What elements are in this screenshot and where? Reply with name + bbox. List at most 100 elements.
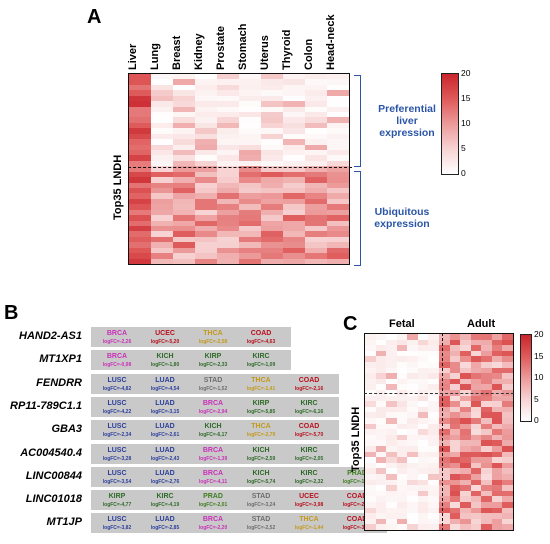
heatmap-cell <box>417 373 429 379</box>
heatmap-cell <box>417 518 429 525</box>
heatmap-cell <box>502 345 513 351</box>
heatmap-cell <box>470 524 482 530</box>
colorbar-tick: 5 <box>461 143 466 153</box>
heatmap-cell <box>129 253 151 259</box>
heatmap-cell <box>305 74 327 80</box>
cancer-type: COAD <box>346 493 368 501</box>
heatmap-cell <box>386 501 397 508</box>
heatmap-cell <box>417 334 429 340</box>
heatmap-cell <box>460 507 471 514</box>
heatmap-cell <box>438 412 450 418</box>
cancer-cell: KIRC logFC=-6,16 <box>285 399 333 417</box>
heatmap-cell <box>327 117 349 123</box>
heatmap-cell <box>173 95 195 102</box>
cancer-cell: KICH logFC=-6,17 <box>189 422 237 440</box>
logfc-value: logFC=-1,44 <box>294 525 324 532</box>
heatmap-cell <box>428 350 439 357</box>
heatmap-cell <box>365 417 376 424</box>
heatmap-cell <box>396 451 408 458</box>
heatmap-cell <box>470 490 482 497</box>
heatmap-cell <box>438 440 450 446</box>
heatmap-cell <box>305 258 327 264</box>
heatmap-cell <box>151 231 173 237</box>
heatmap-cell <box>481 513 492 519</box>
panel-a-column-label: Thyroid <box>281 29 293 70</box>
heatmap-cell <box>173 247 195 254</box>
heatmap-cell <box>449 473 461 480</box>
heatmap-cell <box>173 111 195 118</box>
heatmap-cell <box>386 378 397 385</box>
heatmap-cell <box>502 479 513 486</box>
heatmap-cell <box>217 171 239 178</box>
heatmap-cell <box>305 111 327 118</box>
heatmap-cell <box>460 350 471 357</box>
heatmap-cell <box>502 434 513 441</box>
cancer-type: LUAD <box>155 446 175 454</box>
heatmap-cell <box>396 462 408 469</box>
heatmap-cell <box>396 440 408 446</box>
heatmap-cell <box>481 378 492 385</box>
heatmap-cell <box>173 122 195 129</box>
cancer-type: STAD <box>251 493 271 501</box>
cancer-type: KIRC <box>300 399 318 407</box>
heatmap-cell <box>305 117 327 123</box>
heatmap-cell <box>305 187 327 194</box>
heatmap-cell <box>151 101 173 107</box>
heatmap-cell <box>470 334 482 340</box>
cancer-cell: STAD logFC=-2,52 <box>237 515 285 533</box>
heatmap-cell <box>327 258 349 264</box>
heatmap-cell <box>327 193 349 199</box>
heatmap-cell <box>239 177 261 183</box>
heatmap-cell <box>470 423 482 430</box>
heatmap-cell <box>407 501 418 508</box>
heatmap-cell <box>470 395 482 402</box>
heatmap-cell <box>151 128 173 134</box>
heatmap-cell <box>460 389 471 396</box>
heatmap-cell <box>239 187 261 194</box>
heatmap-cell <box>151 133 173 140</box>
heatmap-cell <box>261 177 283 183</box>
heatmap-cell <box>396 445 408 452</box>
heatmap-cell <box>129 84 151 91</box>
heatmap-cell <box>365 501 376 508</box>
panel-c-row-divider <box>364 393 514 394</box>
cancer-type: KICH <box>252 469 270 477</box>
heatmap-cell <box>195 209 217 216</box>
heatmap-cell <box>261 204 283 210</box>
heatmap-cell <box>470 384 482 390</box>
heatmap-cell <box>386 384 397 390</box>
cancer-cell: LUAD logFC=-4,54 <box>141 376 189 394</box>
heatmap-cell <box>217 247 239 254</box>
heatmap-cell <box>386 356 397 362</box>
cancer-type: LUSC <box>107 399 127 407</box>
heatmap-cell <box>283 144 305 150</box>
cancer-cell: BRCA logFC=-2,26 <box>93 329 141 347</box>
panel-a-column-label: Prostate <box>215 25 227 70</box>
heatmap-cell <box>261 193 283 199</box>
heatmap-cell <box>396 384 408 390</box>
heatmap-cell <box>428 468 439 474</box>
heatmap-cell <box>407 345 418 351</box>
heatmap-cell <box>129 166 151 172</box>
heatmap-cell <box>283 95 305 102</box>
heatmap-cell <box>449 445 461 452</box>
heatmap-cell <box>407 524 418 530</box>
heatmap-cell <box>438 373 450 379</box>
cancer-cell: LUSC logFC=-3,82 <box>93 515 141 533</box>
heatmap-cell <box>449 356 461 362</box>
cancer-type: PRAD <box>203 493 223 501</box>
cancer-cell: COAD logFC=-5,70 <box>285 422 333 440</box>
heatmap-cell <box>217 166 239 172</box>
heatmap-cell <box>239 258 261 264</box>
heatmap-cell <box>283 258 305 264</box>
heatmap-cell <box>305 160 327 167</box>
heatmap-cell <box>396 468 408 474</box>
cancer-cell: LUAD logFC=-2,76 <box>141 469 189 487</box>
heatmap-cell <box>449 507 461 514</box>
heatmap-cell <box>327 231 349 237</box>
heatmap-cell <box>365 518 376 525</box>
heatmap-cell <box>386 445 397 452</box>
heatmap-cell <box>460 440 471 446</box>
heatmap-cell <box>386 451 397 458</box>
cancer-type: BRCA <box>202 399 224 407</box>
